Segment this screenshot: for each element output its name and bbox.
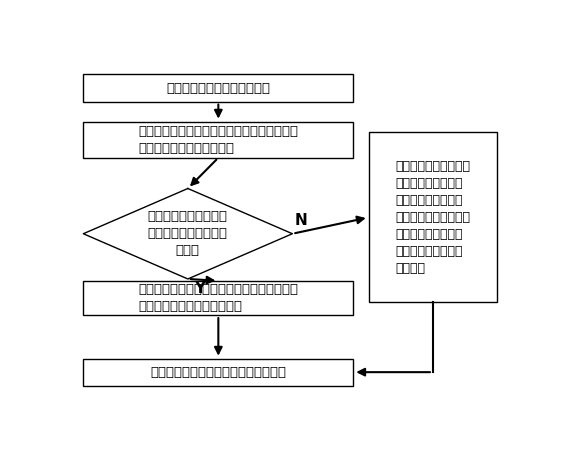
Text: 通过车辆终端提示可变车道的行驶方向: 通过车辆终端提示可变车道的行驶方向 bbox=[151, 366, 286, 379]
Text: 如果行驶方向唯一，根据所述行驶方向，控制
所述路口的可变车道行驶方向: 如果行驶方向唯一，根据所述行驶方向，控制 所述路口的可变车道行驶方向 bbox=[138, 283, 298, 313]
Text: 根据位置信息判断当前所处的交通路口，根据
位置和目的地计算行驶路径: 根据位置信息判断当前所处的交通路口，根据 位置和目的地计算行驶路径 bbox=[138, 125, 298, 155]
Text: 如果行驶方向不唯一，
通过提醒信息提醒用
户选择通过当前路口
的行驶方向，根据用户
选择的行驶方向控制
所述路口的可变车道
行驶方向: 如果行驶方向不唯一， 通过提醒信息提醒用 户选择通过当前路口 的行驶方向，根据用… bbox=[395, 160, 470, 275]
Bar bbox=[83, 281, 353, 315]
Bar bbox=[369, 133, 497, 303]
Bar bbox=[83, 122, 353, 158]
Bar bbox=[83, 74, 353, 102]
Polygon shape bbox=[83, 188, 292, 279]
Text: 根据行驶路径判断通过
当前路口的行驶方向是
否唯一: 根据行驶路径判断通过 当前路口的行驶方向是 否唯一 bbox=[148, 210, 228, 257]
Text: N: N bbox=[294, 213, 307, 228]
Text: 根据行驶信息确定行驶目的地: 根据行驶信息确定行驶目的地 bbox=[166, 82, 270, 94]
Text: Y: Y bbox=[194, 281, 206, 296]
Bar bbox=[83, 359, 353, 386]
